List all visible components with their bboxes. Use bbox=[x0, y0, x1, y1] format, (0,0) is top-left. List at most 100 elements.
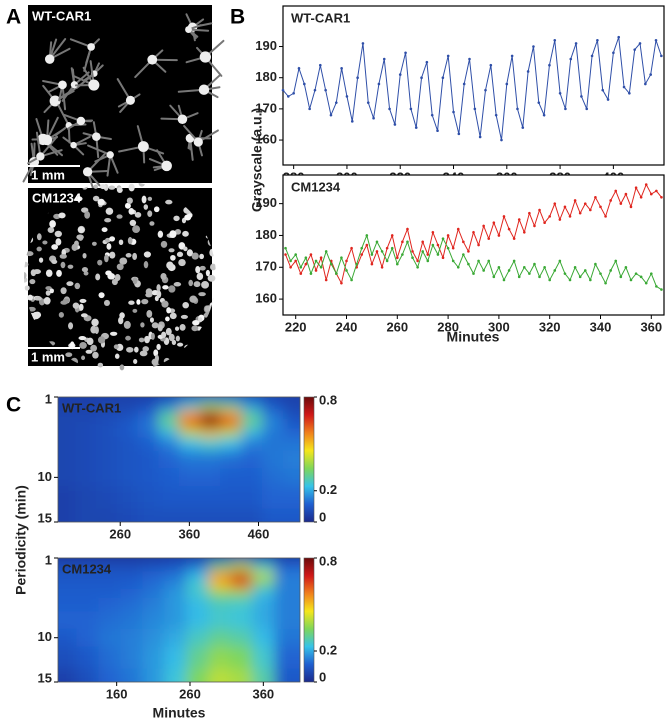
heatmap-cell bbox=[274, 646, 300, 670]
cell-spot bbox=[156, 343, 161, 350]
heatmap-cell bbox=[208, 580, 231, 590]
data-point bbox=[345, 95, 349, 98]
cell-spot bbox=[160, 370, 169, 373]
cell-spot bbox=[54, 230, 62, 238]
heatmap-cell bbox=[120, 571, 143, 581]
data-point bbox=[533, 224, 536, 228]
heatmap-cell bbox=[76, 611, 99, 630]
cell-spot bbox=[49, 288, 54, 294]
data-point bbox=[644, 281, 648, 285]
cell-spot bbox=[84, 211, 91, 219]
data-point bbox=[585, 107, 589, 111]
data-point bbox=[484, 88, 487, 92]
heatmap-cell bbox=[220, 508, 242, 522]
cell-spot bbox=[93, 184, 98, 189]
cell-spot bbox=[168, 248, 175, 253]
heatmap-cell bbox=[120, 611, 143, 630]
micrograph bbox=[28, 5, 212, 183]
data-point bbox=[478, 135, 482, 139]
cell-spot bbox=[165, 327, 172, 336]
data-point bbox=[482, 269, 485, 272]
cell-spot bbox=[165, 316, 170, 322]
heatmap-cell bbox=[120, 628, 143, 648]
colorbar bbox=[303, 396, 315, 523]
image-title: WT-CAR1 bbox=[32, 8, 91, 23]
data-point bbox=[361, 42, 365, 45]
cell-spot bbox=[161, 331, 167, 338]
data-point bbox=[375, 250, 379, 253]
y-axis-label: Periodicity (min) bbox=[13, 485, 29, 595]
aggregate bbox=[58, 80, 67, 90]
data-point bbox=[601, 88, 605, 92]
x-axis-label: Minutes bbox=[153, 705, 206, 721]
heatmap-cell bbox=[208, 558, 231, 563]
data-point bbox=[612, 51, 615, 55]
heatmap-cell bbox=[58, 397, 76, 402]
heatmap-cell bbox=[208, 628, 231, 648]
data-point bbox=[599, 205, 602, 209]
heatmap-cell bbox=[179, 419, 201, 429]
data-point bbox=[431, 243, 435, 247]
heatmap-cell bbox=[142, 562, 165, 572]
cell-spot bbox=[92, 195, 100, 202]
x-tick-label: 320 bbox=[539, 319, 561, 334]
cell-spot bbox=[143, 251, 151, 258]
cell-spot bbox=[75, 184, 83, 189]
cell-spot bbox=[78, 303, 84, 311]
cell-spot bbox=[65, 352, 73, 357]
heatmap bbox=[58, 558, 300, 682]
data-point bbox=[590, 54, 594, 58]
aggregate bbox=[76, 116, 86, 126]
heatmap-cell bbox=[76, 646, 99, 670]
cell-spot bbox=[98, 292, 105, 299]
y-tick-label: 190 bbox=[255, 195, 277, 210]
data-point bbox=[421, 240, 425, 244]
heatmap-cell bbox=[208, 571, 231, 581]
heatmap-cell bbox=[241, 450, 263, 469]
heatmap-cell bbox=[120, 646, 143, 670]
data-point bbox=[526, 70, 530, 73]
cell-spot bbox=[113, 344, 119, 350]
cell-spot bbox=[141, 195, 147, 204]
x-tick-label: 300 bbox=[488, 319, 510, 334]
cell-spot bbox=[168, 285, 176, 293]
heatmap-cell bbox=[208, 611, 231, 630]
cell-spot bbox=[43, 297, 51, 305]
cell-spot bbox=[145, 288, 153, 296]
heatmap-cell bbox=[261, 401, 284, 411]
cell-spot bbox=[105, 270, 112, 276]
heatmap-cell bbox=[274, 589, 300, 599]
data-point bbox=[521, 126, 525, 129]
y-tick-label: 170 bbox=[255, 100, 277, 115]
cell-spot bbox=[209, 248, 215, 257]
x-tick-label: 360 bbox=[179, 526, 201, 541]
cell-spot bbox=[76, 234, 84, 240]
heatmap-cell bbox=[230, 558, 253, 563]
heatmap-cell bbox=[76, 628, 99, 648]
data-point bbox=[287, 95, 290, 98]
cell-spot bbox=[128, 183, 135, 192]
data-point bbox=[473, 107, 477, 111]
heatmap-cell bbox=[252, 562, 275, 572]
chart-title: CM1234 bbox=[62, 561, 112, 576]
data-point bbox=[356, 76, 359, 80]
cell-spot bbox=[174, 326, 180, 331]
heatmap-cell bbox=[96, 508, 118, 522]
cell-spot bbox=[156, 290, 162, 299]
heatmap-cell bbox=[186, 597, 209, 612]
cell-spot bbox=[81, 355, 86, 361]
heatmap-cell bbox=[58, 437, 76, 452]
cell-spot bbox=[199, 265, 206, 271]
cell-spot bbox=[177, 342, 184, 347]
heatmap-cell bbox=[282, 397, 300, 402]
data-point bbox=[314, 269, 318, 272]
heatmap-cell bbox=[58, 589, 77, 599]
cell-spot bbox=[99, 184, 107, 190]
data-point bbox=[500, 138, 503, 142]
aggregate bbox=[125, 95, 135, 105]
heatmap-cell bbox=[158, 401, 180, 411]
cell-spot bbox=[27, 294, 34, 301]
aggregate bbox=[185, 26, 192, 33]
data-point bbox=[660, 54, 663, 58]
data-point bbox=[477, 259, 480, 263]
